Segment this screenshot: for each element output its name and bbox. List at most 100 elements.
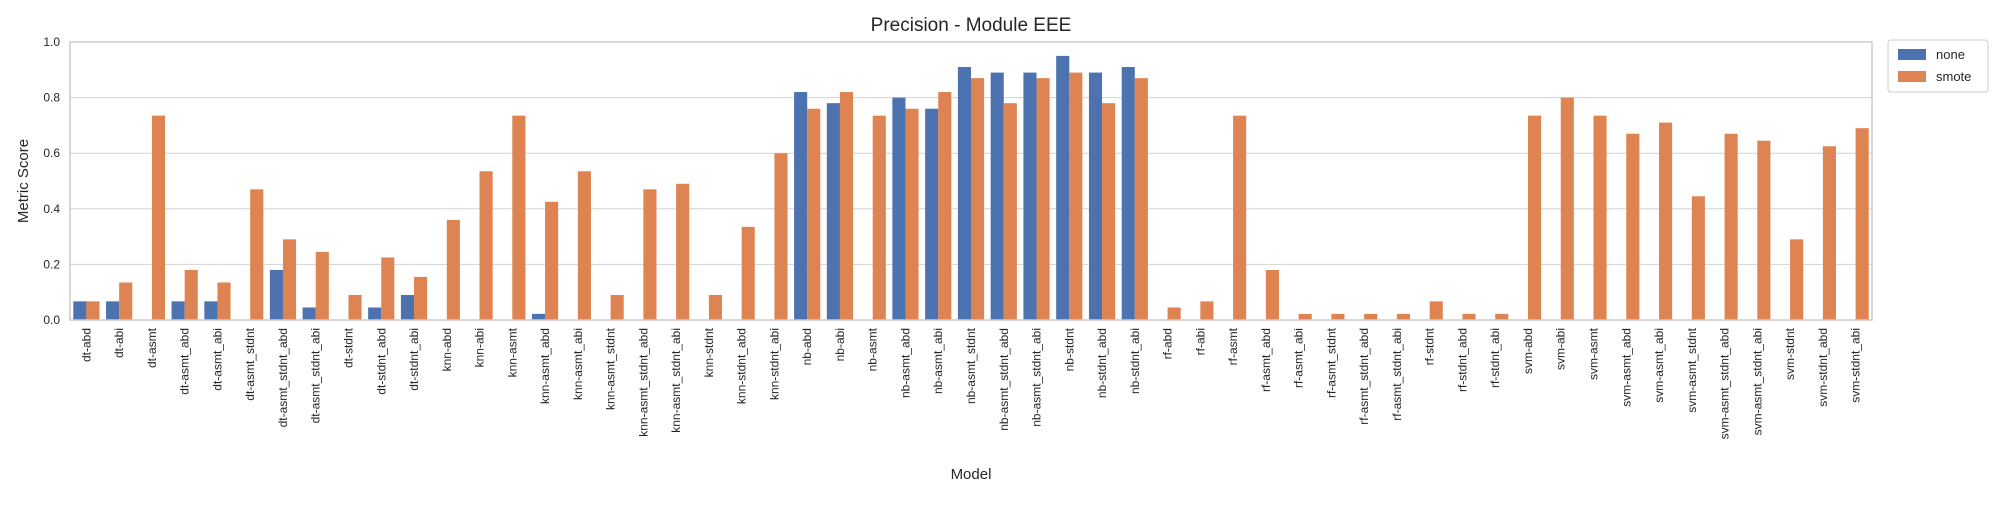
bar-smote-rf-stdnt [1429,301,1443,320]
x-tick-label: nb-abi [833,328,847,361]
bar-smote-dt-stdnt [348,294,362,320]
x-tick-label: knn-asmt_stdnt [604,327,618,410]
bar-smote-dt-stdnt_abi [414,276,428,320]
x-tick-label: svm-asmt [1587,327,1601,380]
bar-smote-rf-abi [1200,301,1214,320]
bar-smote-rf-abd [1167,307,1181,320]
x-tick-label: dt-abi [112,328,126,358]
bar-none-nb-stdnt [1056,55,1070,321]
bar-none-dt-abi [106,301,120,320]
x-tick-label: nb-stdnt [1062,327,1076,371]
x-tick-label: dt-asmt_stdnt_abi [309,328,323,423]
bar-smote-knn-asmt_abd [545,201,559,320]
bar-none-nb-asmt_abd [892,97,906,320]
bar-smote-nb-asmt_abi [938,92,952,320]
bar-smote-svm-abd [1527,115,1542,320]
x-tick-label: nb-asmt_abi [931,328,945,394]
x-tick-label: dt-asmt_abi [210,328,224,391]
x-tick-label: rf-asmt_stdnt_abi [1390,328,1404,421]
bar-none-nb-abd [794,92,808,320]
bar-smote-svm-asmt_stdnt [1691,196,1705,320]
bar-none-nb-stdnt_abd [1088,72,1103,320]
x-tick-label: svm-abi [1554,328,1568,370]
x-tick-label: knn-asmt_stdnt_abi [669,328,683,433]
y-tick-label: 0.4 [43,202,60,216]
bar-smote-dt-asmt [151,115,166,320]
y-tick-labels: 0.0 0.2 0.4 0.6 0.8 1.0 [43,35,60,327]
x-tick-label: rf-stdnt_abi [1488,328,1502,388]
bar-smote-dt-asmt_abd [184,269,198,320]
bar-smote-rf-asmt_stdnt_abd [1364,313,1378,320]
x-tick-label: svm-stdnt_abd [1816,328,1830,407]
bar-smote-nb-stdnt_abi [1134,78,1148,320]
bar-smote-rf-asmt_abd [1265,269,1279,320]
bar-smote-nb-asmt_stdnt_abi [1036,78,1050,320]
bar-smote-nb-stdnt [1069,72,1083,320]
x-tick-labels: dt-abd dt-abi dt-asmt dt-asmt_abd dt-asmt_ab… [79,327,1862,439]
y-tick-label: 0.2 [43,257,60,271]
legend: none smote [1887,39,1989,93]
plot-frame [69,41,1873,321]
x-tick-label: rf-stdnt [1423,327,1437,365]
legend-swatch-smote [1898,71,1926,82]
bar-smote-nb-stdnt_abd [1102,103,1116,320]
x-tick-label: svm-stdnt_abi [1849,328,1863,403]
bar-smote-svm-abi [1560,97,1574,320]
x-tick-label: nb-asmt_abd [898,328,912,398]
bar-smote-dt-abi [119,282,133,320]
bar-none-dt-stdnt_abd [368,307,382,320]
bar-smote-dt-stdnt_abd [381,257,395,320]
bar-smote-knn-stdnt_abd [741,226,755,320]
bar-none-knn-asmt_abd [531,313,546,320]
bar-smote-svm-asmt_abd [1626,133,1640,320]
x-tick-label: dt-stdnt_abd [374,328,388,395]
bar-smote-svm-stdnt_abi [1855,128,1869,320]
bar-smote-knn-asmt_abi [577,171,591,320]
bar-smote-rf-asmt_stdnt_abi [1396,313,1411,320]
bar-none-dt-asmt_abi [204,301,218,320]
x-tick-label: knn-asmt_abi [571,328,585,400]
bar-smote-rf-stdnt_abd [1462,313,1476,320]
x-tick-label: knn-stdnt_abi [767,328,781,400]
x-tick-label: nb-abd [800,328,814,365]
bar-smote-dt-abd [86,301,100,320]
y-axis-label: Metric Score [15,139,32,223]
bar-smote-nb-asmt_stdnt_abd [1003,103,1017,320]
bar-smote-rf-asmt [1233,115,1247,320]
x-tick-label: knn-abd [440,328,454,371]
x-tick-label: nb-asmt [866,327,880,371]
x-tick-label: knn-stdnt [702,327,716,377]
bar-smote-nb-asmt_stdnt [971,78,985,320]
x-tick-label: knn-stdnt_abd [735,328,749,404]
bar-none-nb-stdnt_abi [1121,67,1135,321]
bar-smote-knn-asmt_stdnt [610,294,624,320]
bar-smote-dt-asmt_stdnt_abd [282,239,297,320]
x-tick-label: svm-asmt_stdnt_abd [1718,328,1732,439]
bar-smote-dt-asmt_stdnt_abi [315,251,329,320]
bar-smote-knn-abd [446,219,460,320]
bar-smote-svm-asmt_abi [1659,122,1673,321]
bar-smote-svm-asmt_stdnt_abi [1757,140,1771,320]
x-tick-label: rf-asmt_abi [1292,328,1306,388]
bar-none-dt-abd [73,301,87,320]
x-tick-label: svm-stdnt [1783,327,1797,380]
x-tick-label: rf-asmt_stdnt [1324,327,1338,398]
x-tick-label: dt-asmt_stdnt [243,327,257,400]
x-tick-label: svm-asmt_stdnt [1685,327,1699,412]
x-tick-label: rf-asmt [1226,327,1240,365]
bar-smote-knn-asmt_stdnt_abi [676,183,690,320]
bar-none-nb-asmt_abi [925,108,939,320]
y-tick-label: 0.8 [43,91,60,105]
x-tick-label: svm-asmt_abd [1619,328,1633,407]
bar-none-nb-asmt_stdnt [957,67,971,321]
bar-smote-knn-stdnt_abi [774,153,788,320]
x-tick-label: svm-asmt_stdnt_abi [1750,328,1764,435]
x-axis-label: Model [951,466,992,483]
bar-none-dt-stdnt_abi [400,294,415,320]
x-tick-label: dt-asmt [145,327,159,368]
bars-layer [73,55,1869,321]
x-tick-label: dt-stdnt [341,327,355,368]
bar-smote-nb-asmt_abd [905,108,919,320]
legend-label-none: none [1936,47,1965,62]
bar-smote-svm-stdnt [1790,239,1804,320]
